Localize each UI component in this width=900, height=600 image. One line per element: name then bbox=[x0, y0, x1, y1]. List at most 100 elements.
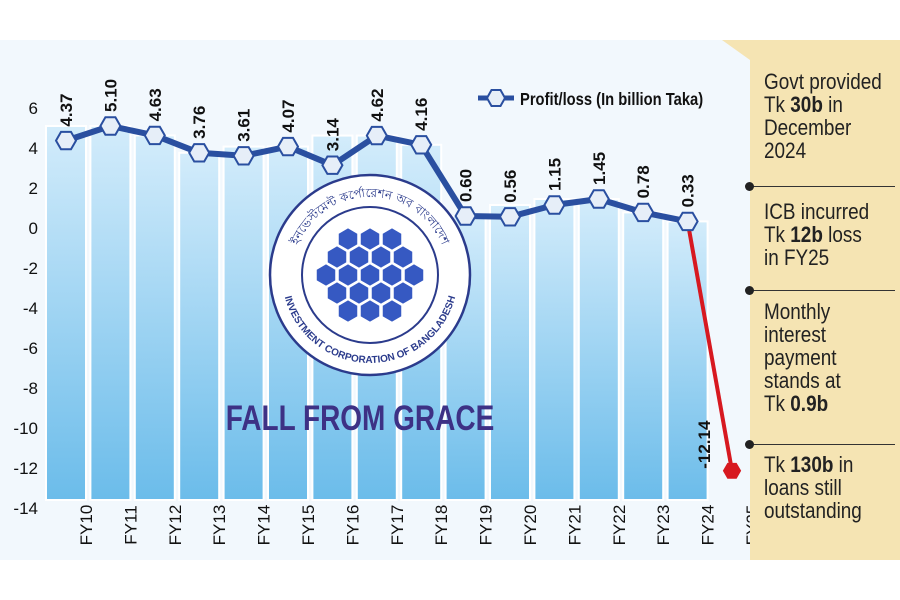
point-fy10 bbox=[54, 130, 78, 151]
x-tick-label: FY10 bbox=[77, 505, 96, 546]
bar-fy12 bbox=[133, 134, 176, 501]
x-tick-label: FY15 bbox=[299, 505, 318, 546]
facts-sidebar: Govt provided Tk 30b in December 2024 IC… bbox=[745, 40, 900, 560]
y-tick-label: -10 bbox=[13, 419, 38, 438]
logo-hexagon bbox=[381, 262, 403, 288]
divider-bullet bbox=[745, 286, 754, 295]
fact-line: outstanding bbox=[764, 498, 862, 523]
legend-marker bbox=[485, 89, 507, 107]
point-fy19 bbox=[454, 206, 477, 226]
x-tick-label: FY25 bbox=[743, 505, 750, 546]
value-label-fy10: 4.37 bbox=[57, 94, 76, 127]
chart-legend: Profit/loss (In billion Taka) bbox=[478, 89, 703, 110]
point-fy22 bbox=[587, 189, 610, 209]
fact-line: Monthly bbox=[764, 299, 831, 324]
bar-fy13 bbox=[178, 151, 221, 502]
bar-fy22 bbox=[577, 198, 620, 501]
x-tick-label: FY16 bbox=[343, 505, 362, 546]
fact-loans-outstanding: Tk 130b in loans still outstanding bbox=[764, 453, 879, 522]
x-tick-label: FY14 bbox=[255, 505, 274, 546]
x-tick-label: FY23 bbox=[654, 505, 673, 546]
fact-line: Tk 130b in bbox=[764, 453, 879, 476]
value-label-fy23: 0.78 bbox=[634, 165, 653, 198]
bar-fy24 bbox=[666, 220, 709, 501]
fact-text: Tk bbox=[764, 92, 791, 117]
logo-hexagon bbox=[359, 226, 381, 252]
value-label-fy25: -12.14 bbox=[695, 420, 714, 469]
value-label-fy15: 4.07 bbox=[279, 100, 298, 133]
y-tick-label: -4 bbox=[23, 299, 38, 318]
logo-hexagon bbox=[370, 244, 392, 270]
point-fy21 bbox=[543, 195, 566, 215]
bar-fy10 bbox=[45, 125, 87, 501]
fact-text: loss bbox=[822, 222, 862, 247]
y-tick-label: 4 bbox=[29, 139, 38, 158]
y-tick-label: 0 bbox=[29, 219, 38, 238]
sidebar-fold bbox=[722, 40, 750, 60]
logo-hexagon bbox=[315, 262, 337, 288]
fact-icb-loss: ICB incurred Tk 12b loss in FY25 bbox=[764, 200, 879, 269]
value-label-fy11: 5.10 bbox=[101, 79, 120, 112]
logo-hexagon bbox=[337, 262, 359, 288]
x-tick-label: FY22 bbox=[610, 505, 629, 546]
fact-amount: 30b bbox=[790, 92, 823, 117]
fact-text: Tk bbox=[764, 391, 791, 416]
logo-hexagon bbox=[348, 280, 370, 306]
fact-amount: 130b bbox=[790, 452, 834, 477]
point-fy11 bbox=[99, 116, 122, 136]
point-fy25 bbox=[722, 462, 742, 479]
value-label-fy24: 0.33 bbox=[679, 174, 698, 207]
fact-line: Tk 30b in bbox=[764, 93, 879, 116]
x-tick-label: FY11 bbox=[121, 505, 140, 544]
fact-line: ICB incurred bbox=[764, 199, 870, 224]
fact-divider bbox=[745, 182, 895, 191]
fact-line: payment bbox=[764, 345, 837, 370]
value-label-fy12: 4.63 bbox=[146, 88, 165, 121]
logo-hexagon bbox=[392, 280, 414, 306]
logo-hexagon bbox=[392, 244, 414, 270]
value-label-fy22: 1.45 bbox=[590, 152, 609, 185]
logo-hexagon bbox=[381, 298, 403, 324]
profit-loss-chart: 6 4 2 0 -2 -4 -6 -8 -10 -12 -14 FY10 FY11 FY12 FY13 FY1… bbox=[0, 40, 750, 560]
point-fy14 bbox=[232, 146, 255, 166]
fact-text: Tk bbox=[764, 452, 791, 477]
fact-line: 2024 bbox=[764, 138, 807, 163]
point-fy15 bbox=[276, 136, 300, 157]
x-tick-label: FY13 bbox=[210, 505, 229, 546]
y-tick-label: 6 bbox=[29, 99, 38, 118]
value-label-fy18: 4.16 bbox=[412, 98, 431, 131]
logo-hexagon bbox=[348, 244, 370, 270]
value-label-fy21: 1.15 bbox=[545, 158, 564, 191]
fact-divider bbox=[745, 286, 895, 295]
value-label-fy13: 3.76 bbox=[190, 106, 209, 139]
fact-line: December bbox=[764, 115, 852, 140]
point-fy20 bbox=[498, 207, 522, 227]
value-label-fy19: 0.60 bbox=[457, 169, 476, 202]
y-tick-label: -12 bbox=[13, 459, 38, 478]
fact-text: in bbox=[822, 92, 843, 117]
x-tick-label: FY12 bbox=[166, 505, 185, 546]
point-fy13 bbox=[188, 143, 211, 163]
logo-hexagon bbox=[403, 262, 425, 288]
logo-hexagon bbox=[359, 298, 381, 324]
x-tick-label: FY24 bbox=[699, 505, 718, 546]
fact-govt-provided: Govt provided Tk 30b in December 2024 bbox=[764, 70, 882, 163]
logo-hexagon bbox=[381, 226, 403, 252]
y-tick-label: -6 bbox=[23, 339, 38, 358]
point-fy17 bbox=[365, 125, 388, 146]
bar-fy23 bbox=[622, 211, 665, 501]
fact-amount: 0.9b bbox=[790, 391, 829, 416]
value-label-fy20: 0.56 bbox=[501, 170, 520, 203]
point-fy16 bbox=[321, 155, 344, 175]
fact-line: Tk 0.9b bbox=[764, 392, 879, 415]
bar-fy14 bbox=[222, 145, 265, 501]
icb-logo: ইনভেস্টমেন্ট কর্পোরেশন অব বাংলাদেশ INVES… bbox=[268, 173, 472, 377]
x-tick-label: FY20 bbox=[521, 505, 540, 546]
bar-fy21 bbox=[533, 198, 576, 501]
x-tick-label: FY18 bbox=[432, 505, 451, 546]
y-tick-label: 2 bbox=[29, 179, 38, 198]
divider-bullet bbox=[745, 440, 754, 449]
legend-label: Profit/loss (In billion Taka) bbox=[520, 90, 703, 110]
logo-hexagon bbox=[337, 226, 359, 252]
